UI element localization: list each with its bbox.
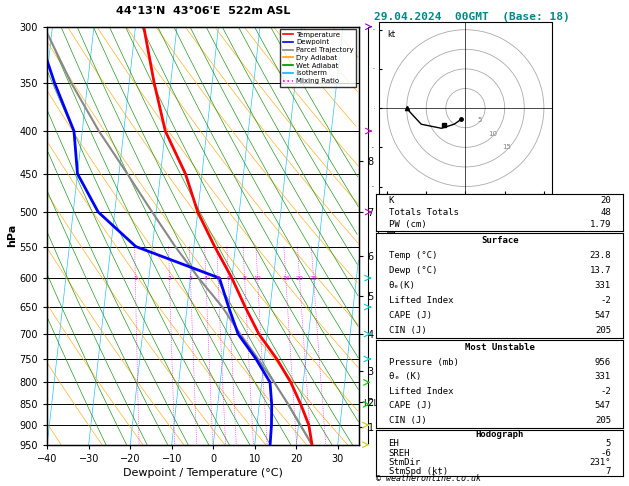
Text: 13.7: 13.7 bbox=[589, 266, 611, 275]
Text: 4: 4 bbox=[204, 276, 208, 280]
Text: Temp (°C): Temp (°C) bbox=[389, 251, 437, 260]
Y-axis label: hPa: hPa bbox=[7, 224, 17, 247]
Text: θₑ(K): θₑ(K) bbox=[389, 281, 415, 290]
Text: 6: 6 bbox=[226, 276, 230, 280]
Text: 48: 48 bbox=[600, 208, 611, 217]
Text: 331: 331 bbox=[595, 281, 611, 290]
Text: 5: 5 bbox=[606, 439, 611, 449]
Text: -2: -2 bbox=[600, 296, 611, 305]
Text: CIN (J): CIN (J) bbox=[389, 326, 426, 335]
Text: 7: 7 bbox=[606, 467, 611, 476]
Text: PW (cm): PW (cm) bbox=[389, 220, 426, 229]
Text: 10: 10 bbox=[253, 276, 262, 280]
Text: StmDir: StmDir bbox=[389, 458, 421, 467]
Text: -6: -6 bbox=[600, 449, 611, 458]
Text: 205: 205 bbox=[595, 326, 611, 335]
Text: 8: 8 bbox=[243, 276, 247, 280]
Text: 44°13'N  43°06'E  522m ASL: 44°13'N 43°06'E 522m ASL bbox=[116, 6, 290, 17]
Text: LCL: LCL bbox=[363, 399, 378, 408]
Text: 547: 547 bbox=[595, 401, 611, 410]
Text: 20: 20 bbox=[296, 276, 303, 280]
Text: θₑ (K): θₑ (K) bbox=[389, 372, 421, 381]
Text: EH: EH bbox=[389, 439, 399, 449]
Text: 5: 5 bbox=[216, 276, 220, 280]
Text: 23.8: 23.8 bbox=[589, 251, 611, 260]
Text: CIN (J): CIN (J) bbox=[389, 416, 426, 425]
Text: 20: 20 bbox=[600, 196, 611, 205]
Text: Dewp (°C): Dewp (°C) bbox=[389, 266, 437, 275]
Text: Lifted Index: Lifted Index bbox=[389, 296, 453, 305]
Text: 25: 25 bbox=[309, 276, 318, 280]
Text: SREH: SREH bbox=[389, 449, 410, 458]
Text: 205: 205 bbox=[595, 416, 611, 425]
Text: Pressure (mb): Pressure (mb) bbox=[389, 358, 459, 366]
Text: 231°: 231° bbox=[589, 458, 611, 467]
Text: 29.04.2024  00GMT  (Base: 18): 29.04.2024 00GMT (Base: 18) bbox=[374, 12, 570, 22]
Text: Totals Totals: Totals Totals bbox=[389, 208, 459, 217]
Text: Lifted Index: Lifted Index bbox=[389, 387, 453, 396]
Text: 10: 10 bbox=[488, 131, 498, 137]
Y-axis label: km
ASL: km ASL bbox=[377, 226, 398, 245]
Text: Most Unstable: Most Unstable bbox=[465, 343, 535, 352]
Text: 15: 15 bbox=[502, 144, 511, 150]
Text: 3: 3 bbox=[189, 276, 192, 280]
Text: K: K bbox=[389, 196, 394, 205]
Text: kt: kt bbox=[387, 30, 395, 39]
Text: StmSpd (kt): StmSpd (kt) bbox=[389, 467, 448, 476]
Text: Surface: Surface bbox=[481, 236, 518, 245]
Text: CAPE (J): CAPE (J) bbox=[389, 401, 431, 410]
Text: © weatheronline.co.uk: © weatheronline.co.uk bbox=[376, 474, 481, 483]
X-axis label: Dewpoint / Temperature (°C): Dewpoint / Temperature (°C) bbox=[123, 468, 283, 478]
Legend: Temperature, Dewpoint, Parcel Trajectory, Dry Adiabat, Wet Adiabat, Isotherm, Mi: Temperature, Dewpoint, Parcel Trajectory… bbox=[280, 29, 357, 87]
Text: 956: 956 bbox=[595, 358, 611, 366]
Text: CAPE (J): CAPE (J) bbox=[389, 311, 431, 320]
Text: 16: 16 bbox=[282, 276, 289, 280]
Text: 331: 331 bbox=[595, 372, 611, 381]
Text: 547: 547 bbox=[595, 311, 611, 320]
Text: 1: 1 bbox=[133, 276, 137, 280]
Text: 2: 2 bbox=[167, 276, 172, 280]
Text: 1.79: 1.79 bbox=[589, 220, 611, 229]
Text: -2: -2 bbox=[600, 387, 611, 396]
Text: Hodograph: Hodograph bbox=[476, 430, 524, 439]
Text: 5: 5 bbox=[477, 117, 481, 123]
